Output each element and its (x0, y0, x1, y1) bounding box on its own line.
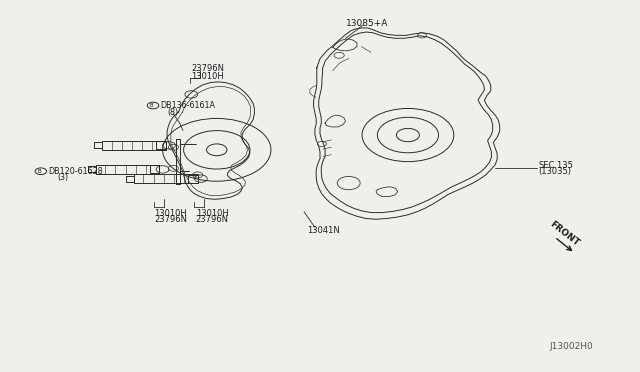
Text: 13010H: 13010H (191, 72, 224, 81)
Text: 23796N: 23796N (154, 215, 188, 224)
Text: (8): (8) (167, 108, 178, 117)
Text: 23796N: 23796N (196, 215, 228, 224)
Bar (96, 164, 159, 174)
Text: B: B (37, 169, 41, 174)
Text: DB120-61628: DB120-61628 (48, 167, 102, 176)
Bar (102, 141, 166, 150)
Text: FRONT: FRONT (548, 219, 581, 247)
Text: DB136-6161A: DB136-6161A (161, 101, 216, 110)
Text: SEC.135: SEC.135 (539, 161, 573, 170)
Text: 13085+A: 13085+A (346, 19, 388, 28)
Text: 13010H: 13010H (154, 209, 187, 218)
Text: B: B (149, 103, 153, 108)
Text: 23796N: 23796N (191, 64, 224, 73)
Text: (13035): (13035) (539, 167, 572, 176)
Bar (134, 174, 198, 183)
Bar (188, 174, 198, 183)
Text: J13002H0: J13002H0 (550, 342, 593, 351)
Bar (156, 141, 166, 150)
Text: (3): (3) (58, 173, 68, 182)
Text: 13041N: 13041N (307, 226, 340, 235)
Bar (150, 165, 159, 173)
Text: 13010H: 13010H (196, 209, 228, 218)
